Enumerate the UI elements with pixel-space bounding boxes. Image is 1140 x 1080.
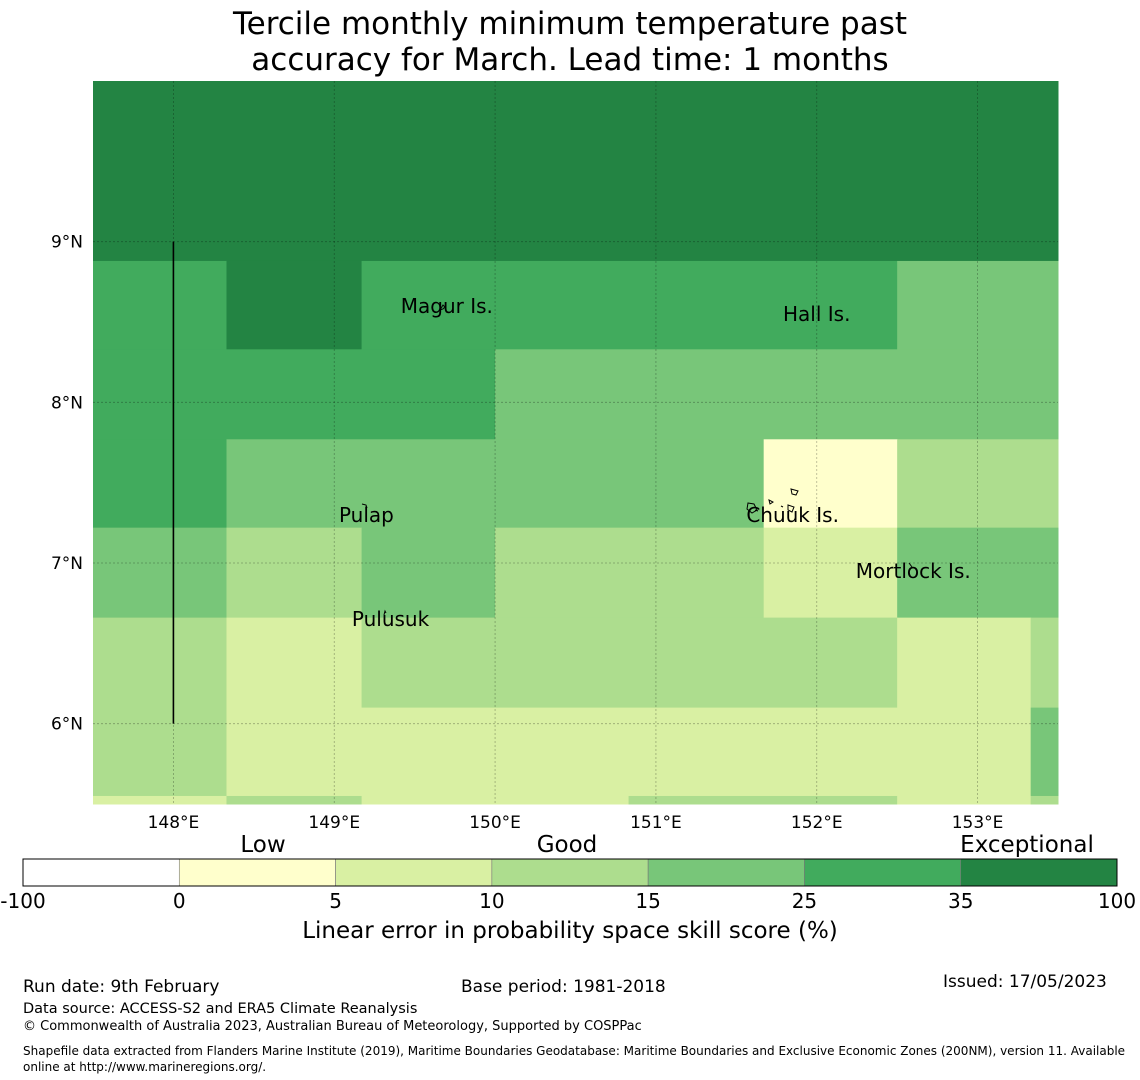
skill-cell-3: [226, 260, 363, 350]
colorbar-tick-label: 0: [173, 889, 186, 913]
colorbar-segment-4: [647, 858, 805, 887]
colorbar-segment-2: [335, 858, 493, 887]
skill-cell-26: [226, 795, 363, 805]
lon-tick-label: 150°E: [469, 813, 521, 833]
colorbar-category-label: Good: [537, 832, 598, 858]
colorbar-tick-label: 15: [635, 889, 660, 913]
skill-cell-5: [897, 260, 1059, 350]
place-label-1: Hall Is.: [783, 302, 850, 326]
colorbar-segment-5: [804, 858, 962, 887]
lat-tick-label: 7°N: [51, 554, 83, 574]
skill-cell-6: [93, 349, 496, 440]
lon-tick-label: 152°E: [791, 813, 843, 833]
skill-cell-24: [1030, 707, 1059, 797]
colorbar-category-label: Exceptional: [960, 832, 1094, 858]
skill-cell-22: [1030, 617, 1059, 709]
axis-tick-labels: 9°N 8°N 7°N 6°N 148°E 149°E 150°E 151°E 152°E 153…: [51, 233, 1003, 833]
colorbar-frame: [22, 858, 1118, 887]
skill-cell-10: [763, 439, 898, 529]
title-line-1: Tercile monthly minimum temperature past: [232, 6, 908, 42]
skill-cell-16: [763, 527, 898, 619]
issued-date: Issued: 17/05/2023: [943, 972, 1107, 992]
skill-cell-19: [226, 617, 363, 709]
colorbar-tick-label: 5: [329, 889, 342, 913]
chuuk-island-shape-2: [746, 502, 758, 514]
shapefile-credit: Shapefile data extracted from Flanders M…: [23, 1044, 1126, 1074]
place-labels: Magur Is. Hall Is. Pulap Chuuk Is. Mortlock …: [339, 294, 971, 631]
colorbar-segment-6: [960, 858, 1118, 887]
islands: [361, 304, 913, 616]
title-line-2: accuracy for March. Lead time: 1 months: [251, 42, 889, 78]
place-label-0: Magur Is.: [401, 294, 493, 318]
skill-cell-9: [226, 439, 765, 529]
skill-cell-28: [628, 795, 898, 805]
lat-tick-label: 9°N: [51, 233, 83, 253]
skill-cell-20: [361, 617, 898, 709]
skill-cell-0: [93, 81, 1059, 243]
chuuk-island-shape-3: [768, 499, 774, 505]
chuuk-island-shape-1: [790, 488, 799, 496]
graticule: [93, 81, 1058, 804]
skill-cell-23: [226, 707, 1032, 797]
colorbar-tick-label: 25: [792, 889, 817, 913]
colorbar-tick-label: 35: [948, 889, 973, 913]
skill-cell-18: [93, 617, 227, 805]
lon-tick-label: 149°E: [308, 813, 360, 833]
skill-cell-12: [93, 527, 227, 619]
lon-tick-label: 153°E: [952, 813, 1004, 833]
colorbar-segment-3: [491, 858, 649, 887]
base-period: Base period: 1981-2018: [461, 977, 666, 997]
colorbar: -100 0 5 10 15 25 35 100 Low Good Exceptional: [0, 832, 1136, 913]
pulap-island-shape: [361, 503, 368, 509]
chart-title: Tercile monthly minimum temperature past…: [0, 6, 1140, 78]
skill-cell-13: [226, 527, 363, 619]
colorbar-segment-0: [22, 858, 180, 887]
lat-tick-label: 6°N: [51, 715, 83, 735]
skill-cell-4: [361, 260, 898, 350]
magur-island-shape: [438, 304, 446, 311]
place-label-4: Mortlock Is.: [856, 559, 971, 583]
lon-tick-label: 148°E: [148, 813, 200, 833]
pulusuk-island-shape: [383, 609, 387, 616]
skill-cell-11: [897, 439, 1059, 529]
run-date: Run date: 9th February: [23, 977, 220, 997]
colorbar-tick-label: 100: [1098, 889, 1136, 913]
skill-cell-27: [361, 795, 630, 805]
skill-cell-21: [897, 617, 1032, 709]
lon-tick-label: 151°E: [630, 813, 682, 833]
chuuk-island-shape-6: [780, 505, 784, 508]
chuuk-island-shape-4: [787, 504, 795, 513]
skill-cell-14: [361, 527, 496, 619]
skill-cell-8: [93, 439, 227, 529]
mortlock-island-shape: [908, 562, 913, 568]
lat-tick-label: 8°N: [51, 393, 83, 413]
skill-cell-25: [93, 795, 227, 805]
colorbar-tick-label: -100: [0, 889, 45, 913]
copyright: © Commonwealth of Australia 2023, Austra…: [23, 1019, 642, 1034]
colorbar-title: Linear error in probability space skill …: [302, 918, 838, 944]
skill-cell-2: [93, 260, 227, 350]
skill-cell-15: [495, 527, 765, 619]
skill-cells: [93, 81, 1059, 805]
colorbar-category-label: Low: [240, 832, 285, 858]
colorbar-segment-1: [178, 858, 336, 887]
skill-cell-1: [93, 241, 1059, 262]
place-label-2: Pulap: [339, 503, 394, 527]
skill-cell-17: [897, 527, 1059, 619]
skill-cell-30: [1030, 795, 1059, 805]
skill-cell-29: [897, 795, 1032, 805]
data-source: Data source: ACCESS-S2 and ERA5 Climate …: [23, 1001, 418, 1017]
place-label-3: Chuuk Is.: [746, 503, 839, 527]
skill-cell-7: [495, 349, 1059, 440]
place-label-5: Pulusuk: [352, 607, 430, 631]
colorbar-tick-label: 10: [479, 889, 504, 913]
chuuk-island-shape-5: [754, 509, 759, 512]
